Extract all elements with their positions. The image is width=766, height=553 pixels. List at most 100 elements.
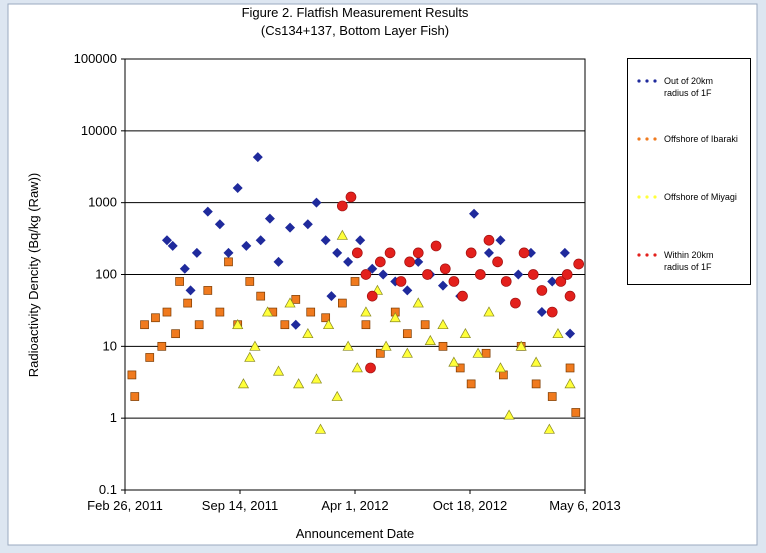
y-tick-label: 100000 bbox=[74, 51, 117, 66]
chart-title: Figure 2. Flatfish Measurement Results bbox=[242, 5, 469, 20]
point bbox=[145, 353, 155, 362]
x-tick-label: Apr 1, 2012 bbox=[321, 498, 388, 513]
point bbox=[402, 285, 413, 296]
point bbox=[262, 306, 274, 317]
point bbox=[472, 347, 484, 358]
series bbox=[232, 229, 576, 434]
point bbox=[536, 307, 547, 318]
x-tick-label: Oct 18, 2012 bbox=[433, 498, 507, 513]
legend-label: Out of 20km radius of 1F bbox=[664, 76, 714, 98]
x-tick-label: Feb 26, 2011 bbox=[87, 498, 163, 513]
point bbox=[237, 378, 250, 389]
point bbox=[531, 379, 541, 389]
point bbox=[331, 390, 343, 401]
point bbox=[561, 269, 573, 280]
series bbox=[337, 191, 585, 374]
point bbox=[564, 290, 576, 302]
point bbox=[272, 365, 285, 376]
point bbox=[483, 247, 494, 258]
point bbox=[311, 197, 322, 208]
point bbox=[412, 247, 424, 259]
legend-dot bbox=[653, 253, 657, 257]
point bbox=[214, 219, 225, 230]
point bbox=[306, 307, 316, 317]
point bbox=[465, 247, 477, 259]
point bbox=[389, 312, 401, 323]
point bbox=[494, 362, 507, 373]
point bbox=[338, 298, 347, 308]
legend-dot bbox=[645, 253, 649, 257]
point bbox=[492, 256, 503, 268]
point bbox=[321, 313, 331, 323]
point bbox=[175, 277, 184, 286]
point bbox=[255, 235, 266, 246]
chart-subtitle: (Cs134+137, Bottom Layer Fish) bbox=[261, 23, 449, 38]
point bbox=[555, 276, 567, 287]
x-tick-label: Sep 14, 2011 bbox=[202, 498, 278, 513]
point bbox=[360, 306, 372, 317]
point bbox=[503, 409, 515, 420]
point bbox=[140, 320, 149, 330]
legend-dot bbox=[653, 195, 657, 199]
point bbox=[355, 235, 366, 246]
point bbox=[530, 356, 542, 367]
y-tick-label: 0.1 bbox=[99, 482, 117, 497]
point bbox=[302, 327, 314, 339]
point bbox=[345, 191, 357, 203]
point bbox=[232, 318, 244, 330]
point bbox=[285, 222, 296, 233]
point bbox=[413, 256, 424, 267]
point bbox=[515, 340, 527, 351]
point bbox=[151, 313, 160, 323]
point bbox=[378, 269, 389, 280]
point bbox=[374, 256, 386, 268]
point bbox=[384, 247, 396, 259]
point bbox=[191, 247, 202, 258]
point bbox=[500, 276, 512, 287]
point bbox=[483, 306, 495, 317]
point bbox=[336, 229, 348, 240]
point bbox=[171, 329, 180, 339]
point bbox=[546, 306, 558, 318]
legend-dot bbox=[637, 79, 641, 83]
legend-label: Offshore of Ibaraki bbox=[664, 134, 738, 144]
legend-dot bbox=[637, 253, 641, 257]
legend-dot bbox=[653, 79, 657, 83]
point bbox=[351, 247, 363, 259]
point bbox=[244, 351, 256, 362]
point bbox=[361, 320, 371, 330]
point bbox=[439, 263, 451, 275]
point bbox=[448, 356, 460, 367]
point bbox=[365, 362, 376, 374]
point bbox=[547, 276, 558, 287]
y-axis-label: Radioactivity Dencity (Bq/kg (Raw)) bbox=[26, 173, 41, 377]
point bbox=[183, 298, 193, 308]
point bbox=[280, 320, 290, 330]
point bbox=[564, 378, 576, 389]
point bbox=[457, 290, 468, 302]
point bbox=[252, 152, 263, 163]
point bbox=[185, 285, 196, 296]
legend-dot bbox=[637, 195, 641, 199]
point bbox=[402, 329, 412, 339]
point bbox=[249, 340, 261, 351]
point bbox=[343, 256, 354, 267]
legend-label: Offshore of Miyagi bbox=[664, 192, 737, 202]
point bbox=[179, 263, 190, 274]
point bbox=[310, 373, 323, 384]
legend-label: Within 20km radius of 1F bbox=[664, 250, 714, 272]
point bbox=[483, 234, 495, 246]
y-tick-label: 100 bbox=[95, 267, 117, 282]
point bbox=[342, 340, 354, 351]
point bbox=[495, 235, 506, 246]
point bbox=[326, 291, 337, 302]
point bbox=[437, 280, 448, 291]
legend: Out of 20km radius of 1F Offshore of Ibar… bbox=[627, 58, 751, 285]
point bbox=[430, 240, 442, 252]
point bbox=[380, 340, 392, 351]
point bbox=[437, 318, 449, 330]
point bbox=[284, 297, 296, 308]
point bbox=[366, 290, 378, 302]
point bbox=[127, 370, 137, 380]
point bbox=[302, 219, 313, 230]
